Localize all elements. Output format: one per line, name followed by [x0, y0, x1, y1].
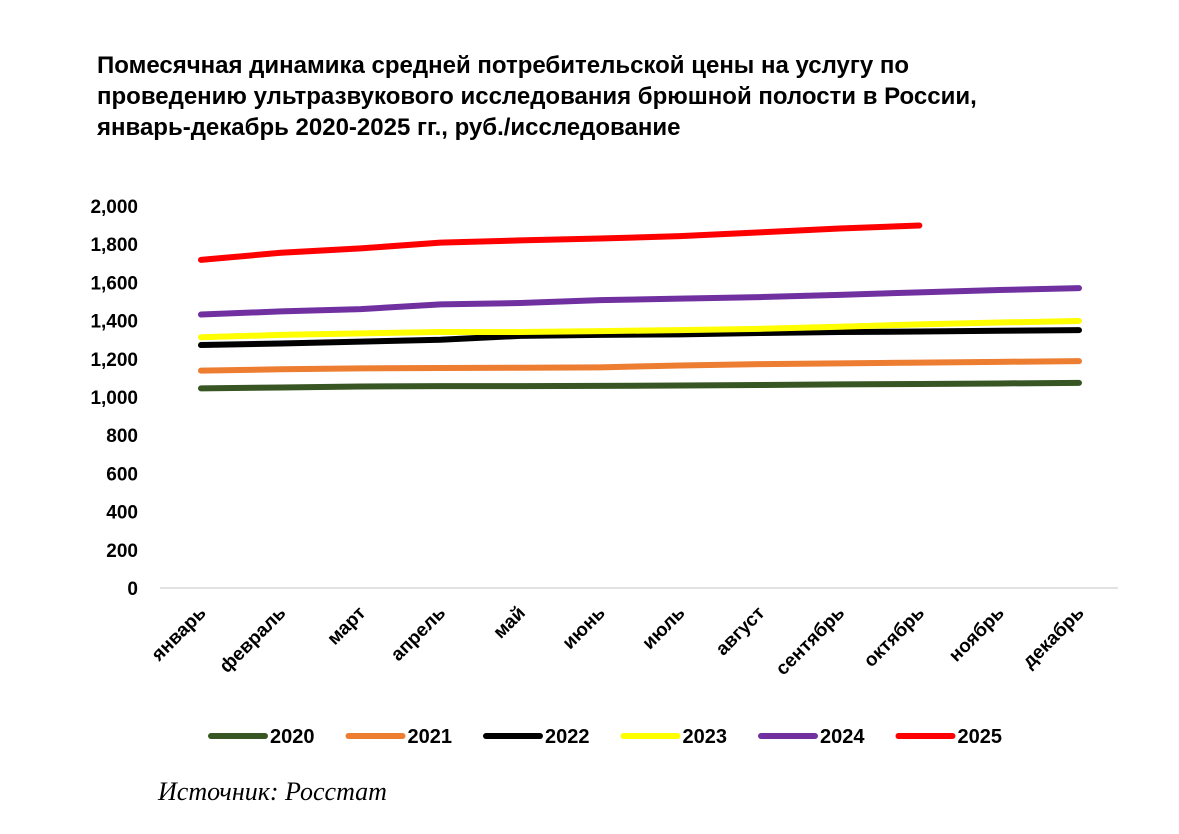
legend-label-2023: 2023 — [683, 726, 728, 748]
legend-label-2021: 2021 — [408, 726, 453, 748]
x-tick-label: февраль — [216, 603, 291, 678]
x-tick-label: март — [323, 603, 370, 650]
y-tick-label: 200 — [106, 541, 138, 562]
series-line-2020 — [198, 379, 1082, 392]
x-tick-label: декабрь — [1019, 603, 1089, 673]
chart-title: Помесячная динамика средней потребительс… — [97, 50, 1157, 143]
y-tick-label: 1,200 — [90, 350, 138, 371]
legend-label-2024: 2024 — [820, 726, 865, 748]
x-tick-label: сентябрь — [772, 603, 849, 680]
y-tick-label: 1,800 — [90, 235, 138, 256]
x-tick-label: август — [712, 603, 769, 660]
x-tick-label: январь — [147, 603, 211, 667]
x-tick-label: май — [489, 603, 529, 643]
y-tick-label: 400 — [106, 503, 138, 524]
y-tick-label: 600 — [106, 464, 138, 485]
source-note: Источник: Росстат — [158, 777, 387, 806]
series-line-2025 — [198, 222, 923, 263]
x-tick-label: апрель — [387, 603, 450, 666]
x-tick-label: июль — [638, 603, 689, 654]
chart-title-line-2: проведению ультразвукового исследования … — [97, 83, 977, 110]
legend-label-2025: 2025 — [958, 726, 1003, 748]
x-tick-label: ноябрь — [945, 603, 1009, 667]
y-tick-label: 1,000 — [90, 388, 138, 409]
x-tick-label: июнь — [559, 603, 610, 654]
y-tick-label: 1,400 — [90, 312, 138, 333]
legend-label-2022: 2022 — [545, 726, 590, 748]
x-tick-label: октябрь — [860, 603, 929, 672]
series-line-2021 — [198, 358, 1082, 374]
y-tick-label: 1,600 — [90, 273, 138, 294]
y-tick-label: 800 — [106, 426, 138, 447]
series-line-2022 — [198, 327, 1082, 349]
series-line-2023 — [198, 317, 1082, 341]
legend-label-2020: 2020 — [270, 726, 315, 748]
y-tick-label: 2,000 — [90, 197, 138, 218]
chart-title-line-1: Помесячная динамика средней потребительс… — [97, 52, 910, 79]
y-tick-label: 0 — [127, 579, 138, 600]
chart-title-line-3: январь-декабрь 2020-2025 гг., руб./иссле… — [97, 114, 681, 141]
series-line-2024 — [198, 285, 1082, 318]
